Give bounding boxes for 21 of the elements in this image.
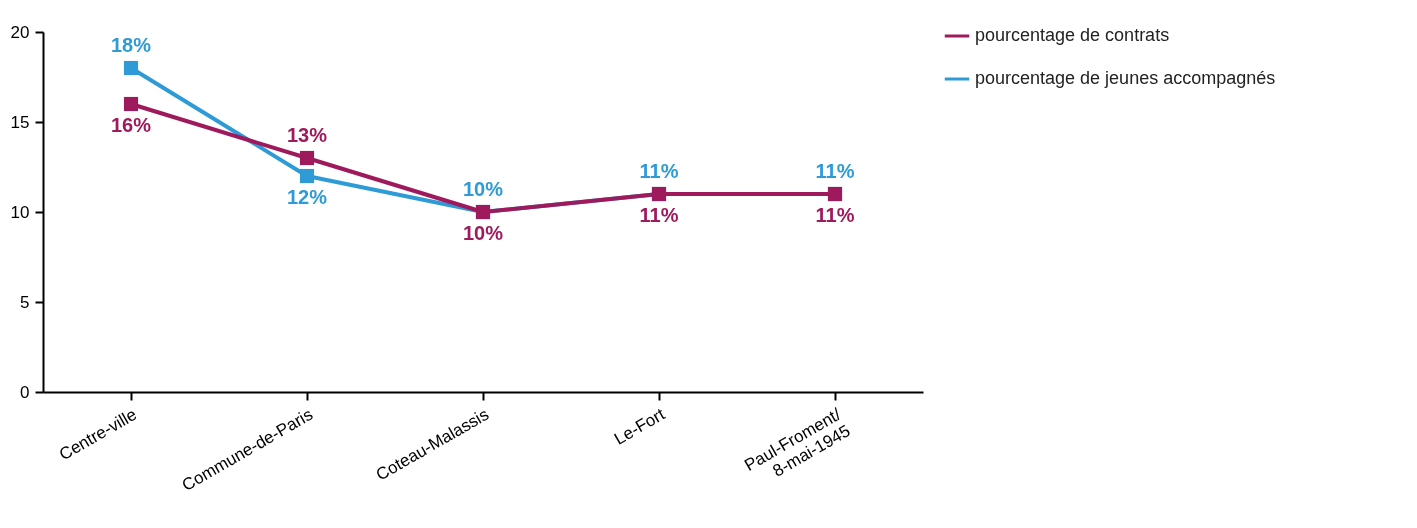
point xyxy=(123,60,139,76)
data-label: 12% xyxy=(286,186,328,208)
data-label: 10% xyxy=(462,178,504,200)
data-label: 10% xyxy=(462,222,504,244)
legend-label: pourcentage de jeunes accompagnés xyxy=(975,68,1276,88)
data-label: 11% xyxy=(815,160,855,182)
y-tick-label: 10 xyxy=(10,202,30,222)
data-label: 11% xyxy=(639,204,679,226)
data-label: 16% xyxy=(110,114,152,136)
data-label: 11% xyxy=(639,160,679,182)
y-tick-label: 15 xyxy=(10,112,30,132)
point xyxy=(299,168,315,184)
y-tick-label: 0 xyxy=(20,382,30,402)
data-label: 18% xyxy=(110,34,152,56)
data-label: 13% xyxy=(286,124,328,146)
data-label: 11% xyxy=(815,204,855,226)
legend-label: pourcentage de contrats xyxy=(975,25,1170,45)
point xyxy=(299,150,315,166)
y-tick-label: 20 xyxy=(10,22,30,42)
point xyxy=(123,96,139,112)
y-tick-label: 5 xyxy=(20,292,30,312)
